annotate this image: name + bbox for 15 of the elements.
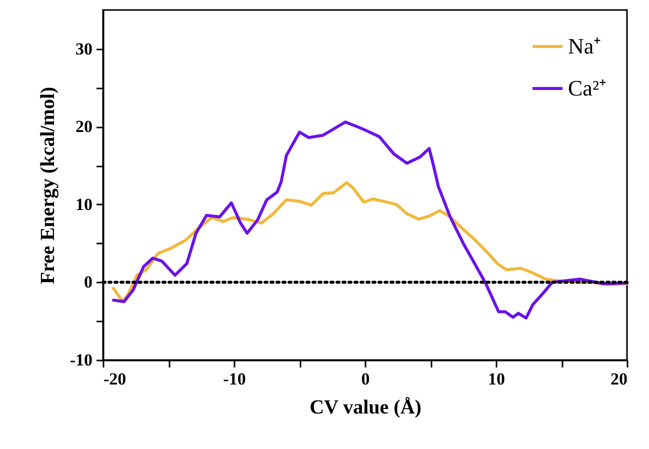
- x-tick-label: 20: [610, 370, 628, 388]
- legend-label: Na⁺: [568, 34, 601, 58]
- line-series: [112, 120, 628, 320]
- y-tick-label: 0: [84, 272, 92, 292]
- legend-label: Ca²⁺: [568, 76, 606, 100]
- x-tick-label: -20: [104, 370, 126, 388]
- y-tick-label: 10: [76, 194, 92, 214]
- x-tick-label: 0: [361, 370, 370, 388]
- x-tick-label: 10: [488, 370, 505, 388]
- y-tick-label: 20: [76, 117, 92, 136]
- y-tick-label: 30: [76, 39, 92, 58]
- x-axis-title: CV value (Å): [310, 396, 422, 418]
- y-tick-label: -10: [70, 350, 92, 370]
- x-tick-label: -10: [223, 370, 246, 388]
- y-axis-title: Free Energy (kcal/mol): [36, 86, 59, 284]
